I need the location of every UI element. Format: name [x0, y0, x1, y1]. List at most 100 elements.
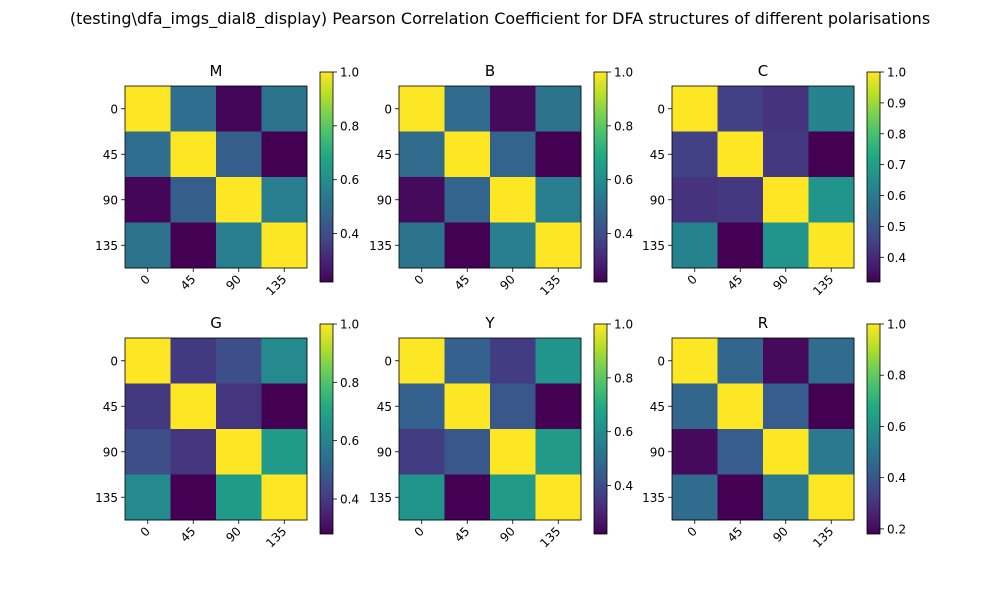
x-tick-label: 0 — [412, 272, 427, 287]
heatmap-cell — [261, 177, 308, 223]
y-tick-label: 135 — [95, 239, 118, 253]
colorbar — [867, 72, 880, 282]
heatmap-cell — [125, 338, 171, 384]
heatmap-cell — [216, 338, 262, 384]
heatmap-cell — [763, 177, 809, 223]
heatmap-cell — [717, 429, 764, 475]
x-tick-label: 90 — [223, 524, 244, 545]
heatmap-cell — [216, 86, 262, 132]
x-tick-label: 135 — [537, 524, 563, 550]
x-tick-label: 90 — [770, 272, 791, 293]
heatmap-cell — [717, 474, 764, 521]
x-tick-label: 0 — [138, 524, 153, 539]
colorbar-tick-label: 0.6 — [614, 425, 633, 439]
axes-frame — [671, 85, 855, 269]
heatmap-cell — [216, 474, 262, 521]
colorbar-tick-label: 0.6 — [614, 173, 633, 187]
heatmap-cell — [717, 383, 764, 430]
x-tick-label: 45 — [725, 524, 746, 545]
heatmap-cell — [170, 338, 217, 384]
heatmap-cell — [261, 86, 308, 132]
x-tick-label: 135 — [810, 272, 836, 298]
colorbar-tick-label: 0.8 — [340, 119, 359, 133]
colorbar-tick-label: 1.0 — [887, 318, 906, 332]
heatmap-cell — [490, 86, 536, 132]
axes-frame — [398, 337, 582, 521]
heatmap-cell — [490, 177, 536, 223]
heatmap-cell — [672, 429, 718, 475]
colorbar-frame — [593, 71, 608, 283]
heatmap-cell — [216, 429, 262, 475]
heatmap-cell — [490, 222, 536, 269]
heatmap-cell — [399, 131, 445, 178]
heatmap-cell — [261, 131, 308, 178]
y-tick-label: 135 — [95, 491, 118, 505]
axes-frame — [398, 85, 582, 269]
heatmap-cell — [763, 474, 809, 521]
colorbar-tick-label: 0.6 — [887, 420, 906, 434]
y-tick-label: 0 — [384, 102, 392, 116]
colorbar-tick-label: 0.8 — [887, 127, 906, 141]
panel-title: G — [210, 314, 222, 332]
y-tick-label: 0 — [110, 102, 118, 116]
colorbar — [594, 72, 607, 282]
heatmap-cell — [170, 429, 217, 475]
heatmap-cell — [125, 131, 171, 178]
colorbar-tick-label: 0.9 — [887, 96, 906, 110]
heatmap-cell — [490, 338, 536, 384]
heatmap-panel-y: Y 0 45 90 135 0 45 90 135 0.4 0.6 0.8 1.0 — [369, 314, 633, 550]
heatmap-cell — [717, 222, 764, 269]
heatmap-cell — [808, 177, 855, 223]
colorbar-tick-label: 1.0 — [340, 66, 359, 80]
heatmap-cell — [125, 383, 171, 430]
panel-title: B — [485, 62, 495, 80]
x-tick-label: 0 — [138, 272, 153, 287]
heatmap-cell — [216, 131, 262, 178]
heatmap-cell — [535, 474, 582, 521]
heatmap-cell — [490, 131, 536, 178]
heatmap-cell — [490, 383, 536, 430]
y-tick-label: 90 — [377, 193, 392, 207]
heatmap-cell — [125, 474, 171, 521]
heatmap-cell — [490, 474, 536, 521]
colorbar-tick-label: 1.0 — [340, 318, 359, 332]
x-tick-label: 0 — [412, 524, 427, 539]
y-tick-label: 135 — [369, 239, 392, 253]
colorbar-tick-label: 0.4 — [614, 227, 633, 241]
heatmap-cell — [261, 474, 308, 521]
heatmap-cell — [808, 474, 855, 521]
x-tick-label: 45 — [178, 272, 199, 293]
colorbar — [867, 324, 880, 534]
heatmap-cell — [444, 429, 491, 475]
heatmap-cell — [261, 429, 308, 475]
axes-frame — [671, 337, 855, 521]
heatmap-cell — [399, 177, 445, 223]
heatmap-cell — [399, 474, 445, 521]
colorbar-frame — [593, 323, 608, 535]
y-tick-label: 45 — [103, 148, 118, 162]
y-tick-label: 0 — [657, 102, 665, 116]
y-tick-label: 45 — [377, 148, 392, 162]
panel-title: C — [758, 62, 768, 80]
heatmap-cell — [535, 383, 582, 430]
colorbar-tick-label: 0.7 — [887, 158, 906, 172]
panel-title: Y — [484, 314, 495, 332]
heatmap-cell — [170, 474, 217, 521]
colorbar-tick-label: 0.8 — [887, 369, 906, 383]
heatmap-panel-c: C 0 45 90 135 0 45 90 135 0.4 0.5 0.6 0.7 0.8 0.9 1.0 — [642, 62, 906, 298]
colorbar-tick-label: 0.8 — [614, 371, 633, 385]
heatmap-cell — [125, 222, 171, 269]
heatmap-cell — [170, 177, 217, 223]
heatmap-cell — [444, 86, 491, 132]
heatmap-cell — [535, 177, 582, 223]
heatmap-cell — [672, 131, 718, 178]
colorbar-frame — [866, 71, 881, 283]
colorbar-tick-label: 0.6 — [340, 434, 359, 448]
x-tick-label: 90 — [223, 272, 244, 293]
colorbar-tick-label: 0.8 — [340, 376, 359, 390]
colorbar-tick-label: 1.0 — [614, 318, 633, 332]
x-tick-label: 45 — [452, 272, 473, 293]
colorbar-tick-label: 1.0 — [887, 66, 906, 80]
heatmap-cell — [717, 338, 764, 384]
heatmap-cell — [672, 222, 718, 269]
